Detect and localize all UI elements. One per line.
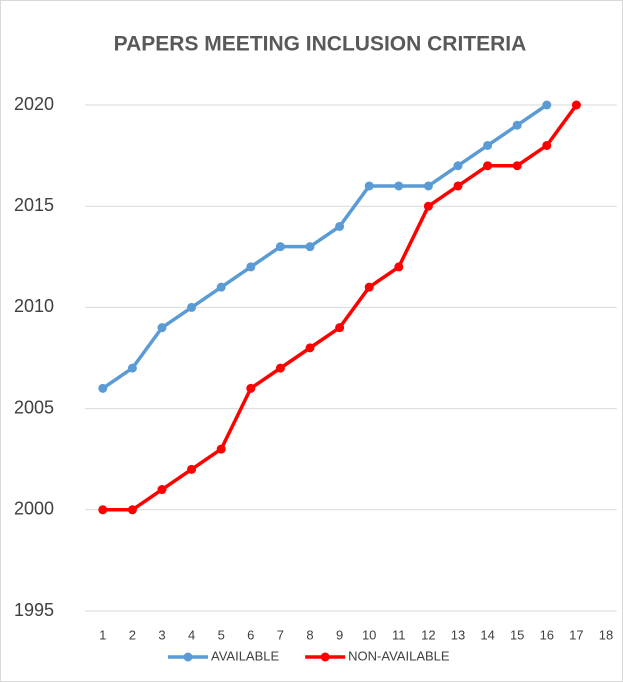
legend-label: NON-AVAILABLE — [348, 648, 450, 663]
data-point — [98, 505, 108, 515]
x-tick-label: 14 — [480, 627, 494, 642]
y-tick-label: 1995 — [14, 600, 54, 620]
data-point — [571, 100, 581, 110]
y-tick-label: 2000 — [14, 499, 54, 519]
data-point — [275, 242, 285, 252]
x-tick-label: 4 — [188, 627, 195, 642]
series-line — [101, 103, 548, 390]
x-tick-label: 5 — [218, 627, 225, 642]
data-point — [512, 161, 522, 171]
x-tick-label: 3 — [158, 627, 165, 642]
data-point — [157, 323, 167, 333]
x-tick-label: 13 — [451, 627, 465, 642]
x-tick-label: 18 — [599, 627, 613, 642]
x-tick-label: 17 — [569, 627, 583, 642]
data-point — [246, 262, 256, 272]
data-point — [394, 181, 404, 191]
x-tick-label: 11 — [392, 627, 406, 642]
legend-marker — [320, 652, 330, 662]
data-point — [542, 100, 552, 110]
x-tick-label: 6 — [247, 627, 254, 642]
data-point — [305, 343, 315, 353]
data-point — [364, 282, 374, 292]
chart-title: PAPERS MEETING INCLUSION CRITERIA — [114, 33, 527, 56]
data-point — [187, 464, 197, 474]
data-point — [335, 323, 345, 333]
y-tick-label: 2005 — [14, 397, 54, 417]
x-tick-label: 16 — [540, 627, 554, 642]
data-point — [275, 363, 285, 373]
data-point — [127, 363, 137, 373]
data-point — [364, 181, 374, 191]
x-tick-label: 15 — [510, 627, 524, 642]
data-point — [335, 221, 345, 231]
data-point — [216, 444, 226, 454]
data-point — [453, 161, 463, 171]
y-tick-label: 2010 — [14, 296, 54, 316]
data-point — [542, 140, 552, 150]
y-tick-label: 2020 — [14, 94, 54, 114]
legend-marker — [183, 652, 193, 662]
data-point — [187, 302, 197, 312]
y-tick-label: 2015 — [14, 195, 54, 215]
x-tick-label: 12 — [421, 627, 435, 642]
data-point — [216, 282, 226, 292]
x-tick-label: 1 — [99, 627, 106, 642]
x-tick-label: 7 — [277, 627, 284, 642]
x-tick-label: 8 — [306, 627, 313, 642]
data-point — [157, 485, 167, 495]
legend-label: AVAILABLE — [211, 648, 279, 663]
x-tick-label: 9 — [336, 627, 343, 642]
data-point — [98, 383, 108, 393]
data-point — [423, 201, 433, 211]
data-point — [512, 120, 522, 130]
x-tick-label: 2 — [129, 627, 136, 642]
data-point — [483, 161, 493, 171]
data-point — [394, 262, 404, 272]
data-point — [483, 140, 493, 150]
data-point — [453, 181, 463, 191]
data-point — [305, 242, 315, 252]
data-point — [423, 181, 433, 191]
data-point — [246, 383, 256, 393]
data-point — [127, 505, 137, 515]
x-tick-label: 10 — [362, 627, 376, 642]
